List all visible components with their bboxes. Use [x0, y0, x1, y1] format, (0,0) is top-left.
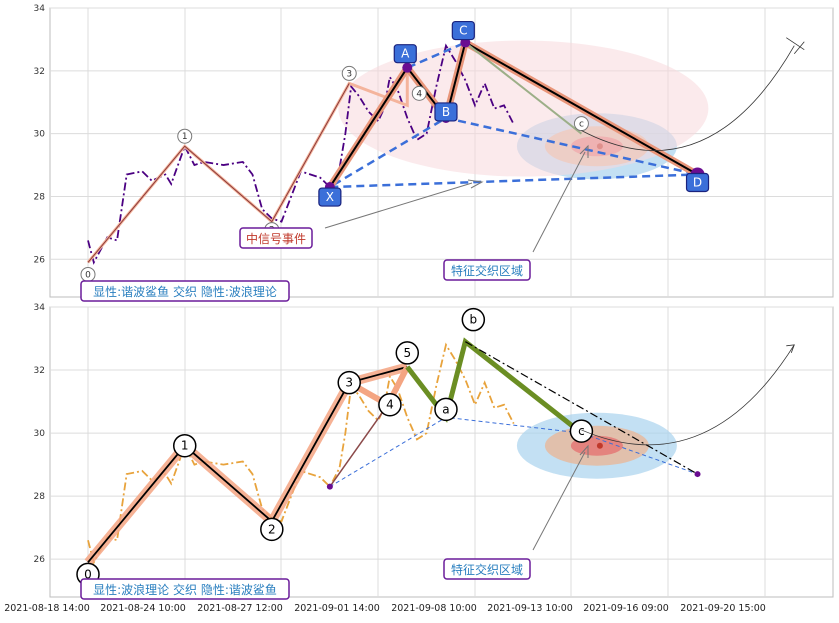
- wave-label: c: [579, 120, 584, 130]
- x-tick-label: 2021-08-18 14:00: [4, 603, 90, 614]
- abc-correction-line: [405, 337, 583, 436]
- y-tick-label: 30: [34, 429, 46, 439]
- wave-label-circle: [461, 307, 486, 332]
- b-d-dashdot: [465, 341, 698, 475]
- y-tick-label: 32: [34, 366, 45, 376]
- wave-label: 4: [386, 398, 394, 412]
- wave-label: 4: [416, 89, 422, 99]
- harmonic-leg: [329, 67, 409, 188]
- wave-label-circle: [173, 433, 197, 458]
- wave-label: 1: [181, 439, 189, 453]
- projection-curve: [581, 45, 795, 151]
- feature-zone-box: [443, 259, 531, 281]
- legend-text: 显性:波浪理论 交织 隐性:谐波鲨鱼: [93, 582, 277, 597]
- hidden-xa-line: [329, 404, 389, 488]
- y-tick-label: 32: [34, 67, 45, 77]
- harmonic-label: X: [326, 190, 334, 204]
- harmonic-label-box: [451, 20, 475, 41]
- y-tick-label: 34: [34, 4, 46, 14]
- wave-label: 0: [84, 567, 92, 581]
- wave-label-circle: [177, 128, 193, 144]
- wave-label: b: [470, 313, 478, 327]
- wave-label-circle: [337, 370, 361, 395]
- feature-zone-label: 特征交织区域: [451, 263, 523, 278]
- harmonic-leg: [464, 41, 699, 176]
- x-tick-label: 2021-08-24 10:00: [100, 603, 186, 614]
- wave-label: 5: [403, 346, 411, 360]
- projection-arrowhead: [786, 37, 805, 54]
- hidden-x-node: [326, 483, 333, 490]
- harmonic-label-box: [393, 44, 417, 64]
- zone-arrow: [532, 144, 589, 253]
- harmonic-label: A: [401, 47, 410, 61]
- signal-event-label: 中信号事件: [246, 231, 306, 246]
- hidden-harmonic-dashed: [329, 416, 698, 488]
- wave-label-circle: [395, 341, 420, 365]
- wave-label-circle: [569, 419, 594, 443]
- harmonic-label: B: [442, 105, 450, 119]
- harmonic-label-box: [318, 187, 342, 207]
- feature-zone-label: 特征交织区域: [451, 562, 523, 577]
- harmonic-label-box: [434, 102, 458, 122]
- zone-arrow: [532, 444, 589, 551]
- hidden-d-node: [694, 471, 701, 478]
- wave-label: 3: [345, 376, 353, 390]
- wave-label: 0: [85, 270, 91, 280]
- harmonic-node: [402, 62, 413, 73]
- x-tick-label: 2021-09-13 10:00: [487, 603, 573, 614]
- plot-area: [49, 306, 834, 598]
- legend-text: 显性:谐波鲨鱼 交织 隐性:波浪理论: [93, 284, 277, 299]
- y-tick-label: 34: [34, 303, 46, 313]
- wave-label: 2: [268, 522, 276, 536]
- harmonic-label: D: [693, 175, 702, 189]
- y-tick-label: 28: [34, 192, 46, 202]
- wave-line: [87, 83, 350, 263]
- wave-label-circle: [434, 397, 458, 422]
- legend-box: [80, 280, 290, 302]
- c-leg: [464, 41, 583, 135]
- y-tick-label: 28: [34, 492, 46, 502]
- harmonic-label-box: [685, 172, 710, 193]
- wave-label-circle: [260, 517, 284, 542]
- feature-zone-box: [443, 558, 531, 580]
- x-tick-label: 2021-08-27 12:00: [197, 603, 283, 614]
- wave-label-circle: [411, 85, 427, 101]
- top-panel: 2628303234XABCD01234c中信号事件特征交织区域显性:谐波鲨鱼 …: [34, 4, 834, 302]
- legend-box: [80, 578, 290, 600]
- y-tick-label: 26: [34, 555, 46, 565]
- x-axis: 2021-08-18 14:00 2021-08-24 10:00 2021-08-…: [4, 603, 766, 614]
- x-tick-label: 2021-09-08 10:00: [391, 603, 477, 614]
- wave-label: 1: [182, 132, 188, 142]
- wave-label: c: [578, 424, 585, 438]
- projection-curve: [581, 344, 795, 446]
- x-tick-label: 2021-09-01 14:00: [294, 603, 380, 614]
- wave-label-circle: [341, 65, 357, 81]
- price-series-line: [87, 342, 515, 565]
- price-series-line: [87, 43, 515, 265]
- harmonic-label: C: [459, 24, 467, 38]
- harmonic-region: [338, 40, 709, 177]
- projection-arrowhead: [786, 344, 795, 353]
- wave-label: 3: [346, 69, 352, 79]
- x-tick-label: 2021-09-16 09:00: [583, 603, 669, 614]
- signal-event-box: [239, 227, 313, 249]
- x-tick-label: 2021-09-20 15:00: [680, 603, 766, 614]
- signal-arrow: [324, 179, 484, 229]
- y-tick-label: 26: [34, 255, 46, 265]
- wave-label: a: [442, 402, 449, 416]
- y-tick-label: 30: [34, 130, 46, 140]
- wave-label-circle: [378, 392, 402, 417]
- feature-zone-center: [596, 442, 603, 449]
